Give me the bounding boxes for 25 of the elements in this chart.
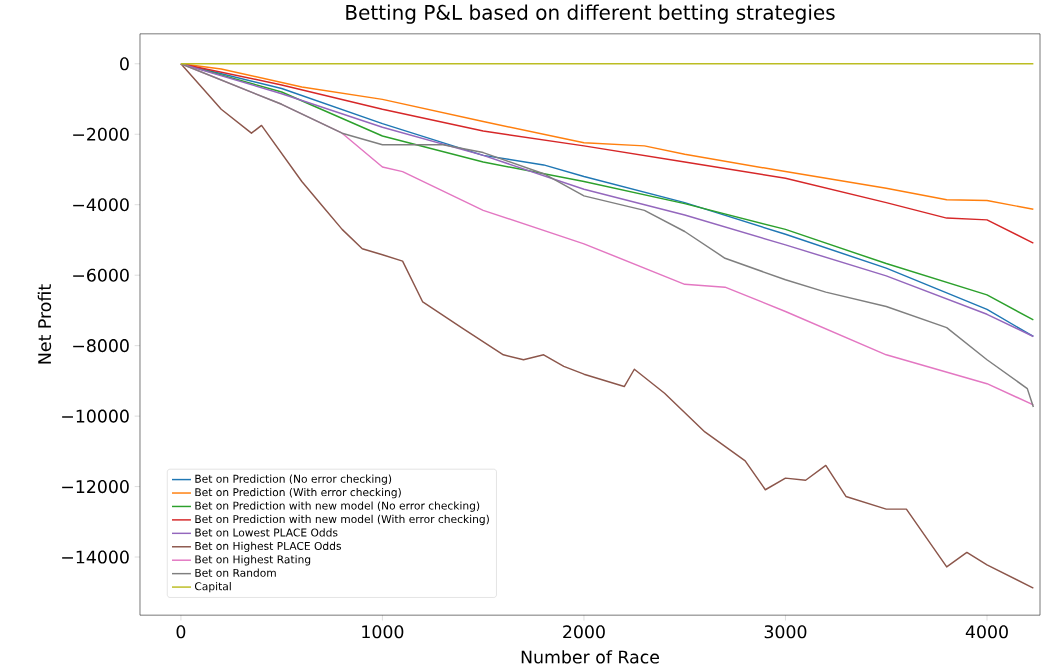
y-tick-label: 0 [120, 57, 129, 71]
x-axis-title: Number of Race [521, 650, 660, 664]
legend-label: Bet on Highest Rating [195, 555, 311, 566]
y-tick-label: −2000 [73, 127, 129, 141]
x-tick-label: 2000 [563, 625, 605, 639]
legend-label: Bet on Prediction (No error checking) [195, 474, 392, 485]
y-tick-label: −10000 [62, 409, 129, 423]
legend-label: Bet on Highest PLACE Odds [195, 541, 341, 552]
legend-label: Capital [194, 581, 231, 593]
chart-title: Betting P&L based on different betting strategies [346, 4, 835, 24]
legend-label: Bet on Lowest PLACE Odds [195, 528, 338, 537]
legend-label: Bet on Prediction with new model (With error checking) [195, 514, 489, 526]
y-tick-label: −6000 [73, 268, 129, 282]
y-axis-title: Net Profit [37, 284, 52, 364]
legend-label: Bet on Prediction with new model (No error checking) [195, 501, 480, 512]
y-tick-label: −8000 [73, 339, 129, 353]
y-tick-label: −12000 [62, 479, 129, 494]
y-tick-label: −4000 [73, 198, 129, 212]
y-tick-label: −14000 [62, 550, 129, 564]
x-tick-label: 0 [176, 625, 186, 639]
x-tick-label: 1000 [362, 625, 404, 639]
legend-label: Bet on Random [195, 568, 276, 577]
legend-label: Bet on Prediction (With error checking) [195, 487, 401, 499]
x-tick-label: 3000 [764, 625, 807, 639]
x-tick-label: 4000 [965, 625, 1008, 639]
